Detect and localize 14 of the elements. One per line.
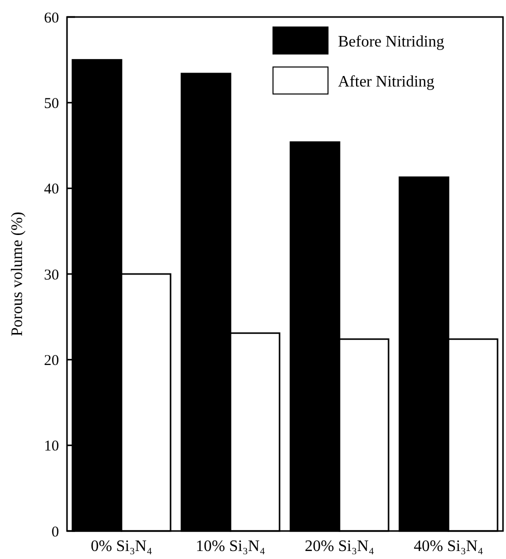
y-tick-label: 20 xyxy=(44,352,59,369)
x-tick-label: 10% Si₃N₄ xyxy=(196,538,266,555)
y-tick-label: 30 xyxy=(44,267,59,284)
y-tick-label: 0 xyxy=(52,524,59,540)
y-axis-title: Porous volume (%) xyxy=(9,212,26,336)
x-tick-label: 0% Si₃N₄ xyxy=(90,538,153,555)
y-tick-label: 50 xyxy=(44,96,59,112)
legend-label: After Nitriding xyxy=(338,74,434,91)
x-tick-label: 20% Si₃N₄ xyxy=(304,538,375,555)
legend-label: Before Nitriding xyxy=(338,34,444,51)
y-tick-label: 60 xyxy=(44,10,59,26)
x-tick-label: 40% Si₃N₄ xyxy=(414,538,484,555)
y-tick-label: 10 xyxy=(44,438,59,455)
y-tick-label: 40 xyxy=(44,182,59,198)
